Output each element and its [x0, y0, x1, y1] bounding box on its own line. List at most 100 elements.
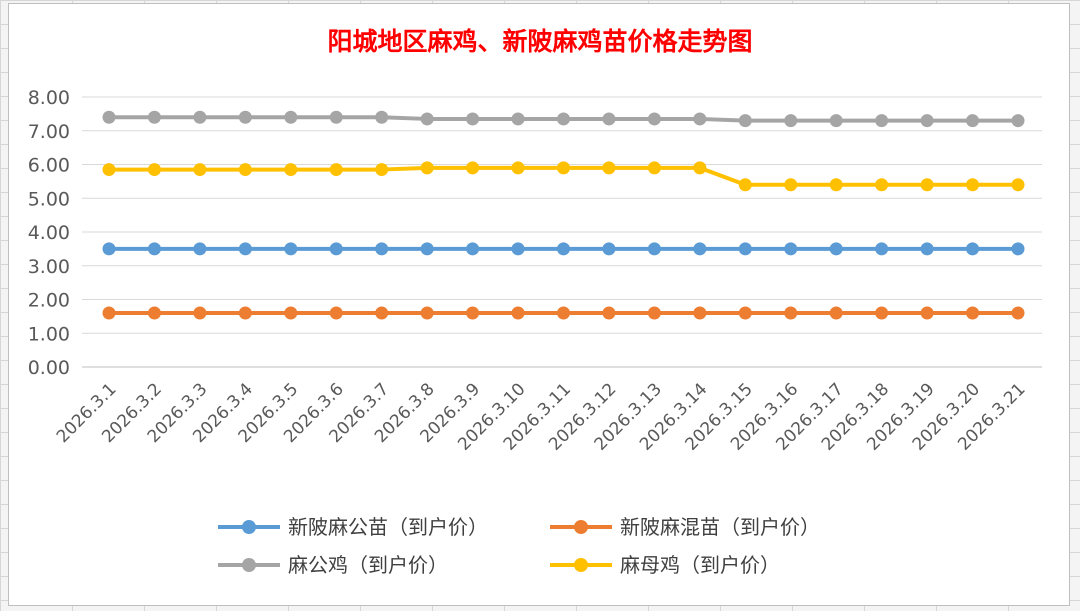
data-point[interactable] — [375, 242, 389, 256]
data-point[interactable] — [557, 306, 570, 320]
data-point[interactable] — [557, 161, 570, 175]
data-point[interactable] — [284, 242, 298, 256]
data-point[interactable] — [557, 112, 570, 126]
data-point[interactable] — [738, 242, 752, 256]
x-axis-tick-labels: 2026.3.12026.3.22026.3.32026.3.42026.3.5… — [53, 379, 1030, 454]
data-point[interactable] — [829, 242, 843, 256]
data-point[interactable] — [647, 306, 661, 320]
data-point[interactable] — [147, 306, 161, 320]
data-point[interactable] — [511, 161, 525, 175]
y-tick-label: 8.00 — [28, 87, 70, 109]
data-point[interactable] — [647, 112, 661, 126]
data-point[interactable] — [420, 242, 434, 256]
data-point[interactable] — [784, 242, 798, 256]
data-point[interactable] — [875, 242, 889, 256]
data-point[interactable] — [193, 163, 207, 177]
data-point[interactable] — [920, 114, 934, 128]
data-point[interactable] — [602, 161, 616, 175]
data-point[interactable] — [466, 306, 480, 320]
data-point[interactable] — [147, 163, 161, 177]
data-point[interactable] — [647, 242, 661, 256]
data-point[interactable] — [238, 242, 252, 256]
data-point[interactable] — [784, 178, 798, 192]
data-point[interactable] — [238, 306, 252, 320]
data-point[interactable] — [966, 178, 980, 192]
data-point[interactable] — [193, 306, 207, 320]
data-point[interactable] — [329, 242, 343, 256]
data-point[interactable] — [238, 110, 252, 124]
legend-item[interactable]: 麻公鸡（到户价） — [218, 553, 448, 577]
data-point[interactable] — [920, 178, 934, 192]
data-point[interactable] — [102, 110, 116, 124]
data-point[interactable] — [284, 163, 298, 177]
data-point[interactable] — [738, 114, 752, 128]
data-point[interactable] — [693, 242, 707, 256]
legend-item[interactable]: 新陂麻混苗（到户价） — [550, 515, 820, 539]
data-point[interactable] — [329, 163, 343, 177]
legend-dot-marker — [574, 558, 588, 572]
chart-frame[interactable] — [8, 3, 1070, 606]
series-3 — [102, 161, 1025, 192]
legend-item[interactable]: 麻母鸡（到户价） — [550, 553, 780, 577]
data-point[interactable] — [557, 242, 570, 256]
legend-dot-marker — [574, 520, 588, 534]
data-point[interactable] — [102, 306, 116, 320]
data-point[interactable] — [920, 242, 934, 256]
legend-label: 新陂麻混苗（到户价） — [620, 515, 820, 539]
data-point[interactable] — [511, 306, 525, 320]
data-point[interactable] — [466, 112, 480, 126]
data-point[interactable] — [329, 306, 343, 320]
data-point[interactable] — [193, 110, 207, 124]
data-point[interactable] — [1011, 114, 1025, 128]
data-point[interactable] — [420, 161, 434, 175]
data-point[interactable] — [511, 242, 525, 256]
data-point[interactable] — [875, 306, 889, 320]
data-point[interactable] — [693, 112, 707, 126]
data-point[interactable] — [466, 242, 480, 256]
data-point[interactable] — [1011, 242, 1025, 256]
data-point[interactable] — [784, 306, 798, 320]
data-point[interactable] — [875, 178, 889, 192]
data-point[interactable] — [966, 242, 980, 256]
data-point[interactable] — [238, 163, 252, 177]
data-point[interactable] — [193, 242, 207, 256]
data-point[interactable] — [284, 306, 298, 320]
data-point[interactable] — [375, 110, 389, 124]
data-point[interactable] — [829, 178, 843, 192]
data-point[interactable] — [920, 306, 934, 320]
data-point[interactable] — [420, 306, 434, 320]
data-point[interactable] — [284, 110, 298, 124]
data-point[interactable] — [102, 242, 116, 256]
data-point[interactable] — [602, 242, 616, 256]
data-point[interactable] — [420, 112, 434, 126]
data-point[interactable] — [875, 114, 889, 128]
data-point[interactable] — [602, 112, 616, 126]
data-point[interactable] — [966, 114, 980, 128]
data-point[interactable] — [511, 112, 525, 126]
data-point[interactable] — [693, 161, 707, 175]
y-tick-label: 7.00 — [28, 121, 70, 143]
data-point[interactable] — [784, 114, 798, 128]
gridlines — [82, 96, 1042, 368]
series-1 — [102, 306, 1025, 320]
data-point[interactable] — [602, 306, 616, 320]
data-point[interactable] — [102, 163, 116, 177]
data-point[interactable] — [738, 178, 752, 192]
legend-item[interactable]: 新陂麻公苗（到户价） — [218, 515, 488, 539]
data-point[interactable] — [1011, 306, 1025, 320]
data-point[interactable] — [329, 110, 343, 124]
data-point[interactable] — [147, 242, 161, 256]
y-axis-tick-labels: 0.00 1.00 2.00 3.00 4.00 5.00 6.00 7.00 8.00 — [28, 87, 70, 379]
data-point[interactable] — [647, 161, 661, 175]
data-point[interactable] — [375, 306, 389, 320]
legend: 新陂麻公苗（到户价） 新陂麻混苗（到户价） 麻公鸡（到户价） 麻母鸡（到户价） — [218, 515, 820, 577]
data-point[interactable] — [829, 306, 843, 320]
data-point[interactable] — [147, 110, 161, 124]
data-point[interactable] — [375, 163, 389, 177]
data-point[interactable] — [966, 306, 980, 320]
data-point[interactable] — [693, 306, 707, 320]
data-point[interactable] — [1011, 178, 1025, 192]
data-point[interactable] — [829, 114, 843, 128]
data-point[interactable] — [466, 161, 480, 175]
data-point[interactable] — [738, 306, 752, 320]
